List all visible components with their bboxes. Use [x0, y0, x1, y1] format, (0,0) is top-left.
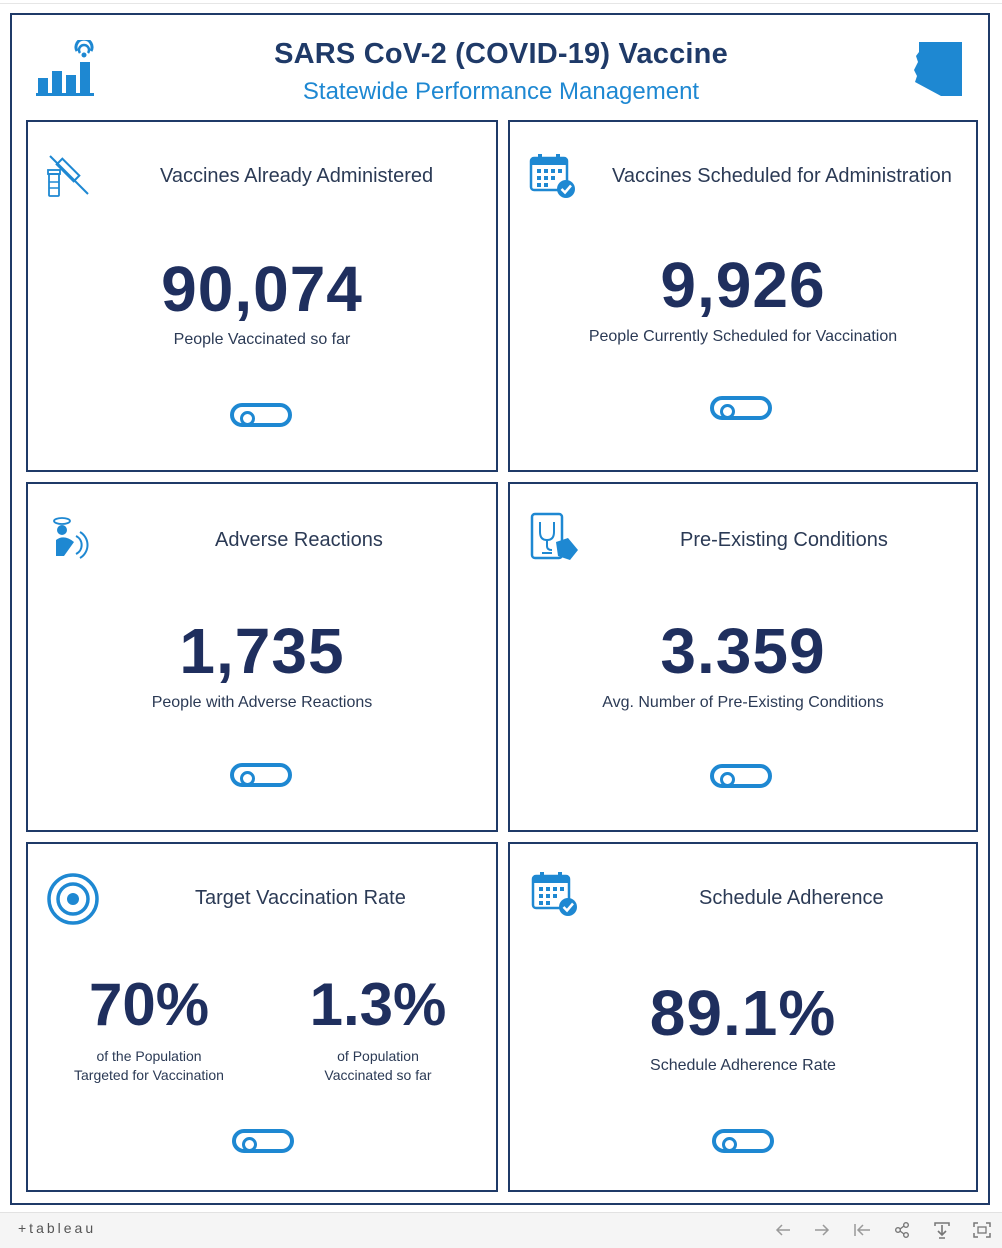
target-rate-label-2: Targeted for Vaccination — [74, 1067, 224, 1083]
toggle-knob — [240, 411, 255, 426]
metric-subtitle: People Vaccinated so far — [173, 331, 351, 348]
target-rate-label-1: of the Population — [96, 1048, 202, 1064]
details-toggle[interactable] — [712, 1129, 774, 1153]
toggle-knob — [240, 771, 255, 786]
card-adverse-reactions: Adverse Reactions 1,735 People with Adve… — [26, 482, 498, 832]
arizona-state-icon — [914, 42, 962, 96]
metric-value: 3.359 — [660, 615, 826, 687]
metric-value: 1,735 — [179, 615, 345, 687]
performance-chart-icon — [36, 40, 94, 96]
card-vaccines-administered: Vaccines Already Administered 90,074 Peo… — [26, 120, 498, 472]
details-toggle[interactable] — [232, 1129, 294, 1153]
page-subtitle: Statewide Performance Management — [302, 78, 700, 105]
share-icon[interactable] — [890, 1218, 914, 1242]
toggle-knob — [720, 404, 735, 419]
vaccine-syringe-icon — [47, 155, 89, 197]
metric-subtitle: Avg. Number of Pre-Existing Conditions — [602, 694, 884, 711]
revert-icon[interactable] — [850, 1218, 874, 1242]
metric-value: 89.1% — [649, 977, 837, 1049]
card-vaccines-scheduled: Vaccines Scheduled for Administration 9,… — [508, 120, 978, 472]
card-title: Vaccines Already Administered — [160, 165, 434, 187]
metric-value: 90,074 — [161, 253, 363, 325]
details-toggle[interactable] — [710, 764, 772, 788]
undo-icon[interactable] — [771, 1218, 795, 1242]
metric-subtitle: People with Adverse Reactions — [151, 694, 373, 711]
dashboard-frame — [10, 13, 990, 1205]
toggle-knob — [720, 772, 735, 787]
target-icon — [47, 873, 99, 925]
dizzy-person-icon — [53, 517, 89, 559]
card-target-vaccination-rate: Target Vaccination Rate 70% of the Popul… — [26, 842, 498, 1192]
target-rate-value: 70% — [88, 971, 210, 1038]
card-schedule-adherence: Schedule Adherence 89.1% Schedule Adhere… — [508, 842, 978, 1192]
redo-icon[interactable] — [810, 1218, 834, 1242]
metric-subtitle: Schedule Adherence Rate — [650, 1057, 836, 1074]
details-toggle[interactable] — [230, 403, 292, 427]
vaccinated-rate-label-2: Vaccinated so far — [324, 1067, 432, 1083]
card-title: Target Vaccination Rate — [195, 887, 406, 909]
tablet-stethoscope-icon — [530, 512, 578, 560]
details-toggle[interactable] — [230, 763, 292, 787]
details-toggle[interactable] — [710, 396, 772, 420]
tableau-toolbar: +tableau — [0, 1212, 1002, 1248]
page-title: SARS CoV-2 (COVID-19) Vaccine — [274, 38, 728, 70]
calendar-check-icon — [529, 154, 575, 198]
toggle-knob — [722, 1137, 737, 1152]
calendar-check-icon — [531, 872, 577, 916]
vaccinated-rate-value: 1.3% — [309, 971, 447, 1038]
tableau-logo[interactable]: +tableau — [18, 1220, 97, 1236]
card-title: Pre-Existing Conditions — [680, 529, 888, 551]
download-icon[interactable] — [930, 1218, 954, 1242]
card-title: Adverse Reactions — [215, 529, 383, 551]
card-title: Schedule Adherence — [699, 887, 884, 909]
fullscreen-icon[interactable] — [970, 1218, 994, 1242]
metric-value: 9,926 — [660, 249, 826, 321]
card-pre-existing-conditions: Pre-Existing Conditions 3.359 Avg. Numbe… — [508, 482, 978, 832]
toggle-knob — [242, 1137, 257, 1152]
card-title: Vaccines Scheduled for Administration — [612, 165, 952, 187]
top-rule — [0, 3, 1002, 4]
vaccinated-rate-label-1: of Population — [337, 1048, 419, 1064]
metric-subtitle: People Currently Scheduled for Vaccinati… — [588, 328, 898, 345]
